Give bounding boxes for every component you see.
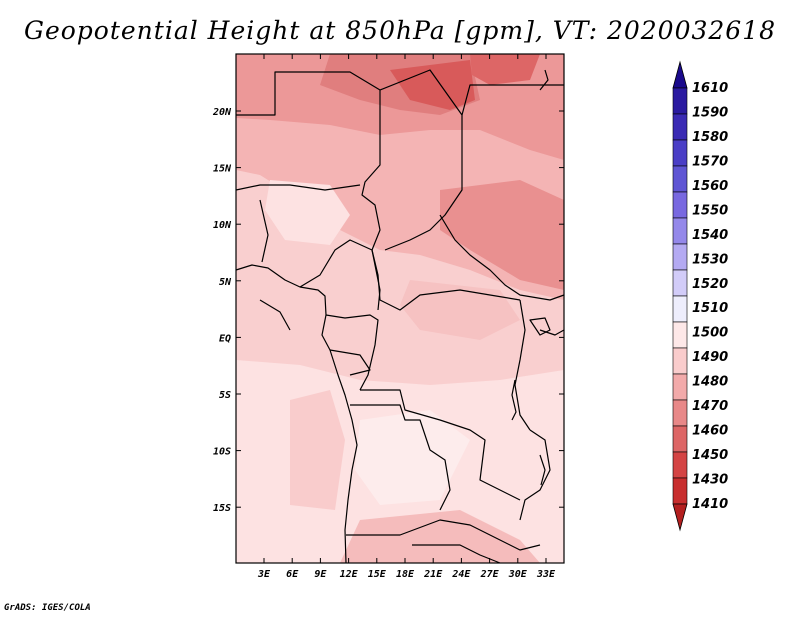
colorbar-label: 1470 [692,399,728,414]
colorbar-segment [672,243,688,271]
lat-label: 15N [213,164,232,175]
field-ne-core [470,54,540,85]
colorbar-label: 1480 [692,375,728,390]
grads-credit: GrADS: IGES/COLA [4,603,91,613]
colorbar-label: 1590 [692,105,728,120]
border-benin [259,199,269,263]
lat-label: 10N [213,220,232,231]
lake-victoria [529,317,551,336]
colorbar-label: 1580 [692,130,728,145]
colorbar-segment [672,295,688,323]
lon-label: 9E [314,569,327,580]
lon-label: 27E [480,569,500,580]
field-ocean-patch [290,390,345,510]
colorbar-segment [672,425,688,453]
border-chad-sudan [379,69,463,251]
field-east-sudan [440,180,564,290]
coastline [235,264,358,564]
colorbar-segment [672,373,688,401]
colorbar: 1610 1590 1580 1570 1560 1550 1540 1530 1520 1510… [672,60,728,532]
border-east [514,299,531,431]
shaded-field [236,54,564,563]
lon-label: 6E [286,569,299,580]
colorbar-label: 1490 [692,350,728,365]
colorbar-bottom-arrow [672,503,688,532]
colorbar-label: 1510 [692,301,728,316]
colorbar-label: 1550 [692,203,728,218]
border-gabon-congo [325,314,379,391]
lon-label: 33E [536,569,556,580]
colorbar-label: 1460 [692,424,728,439]
lon-label: 3E [257,569,271,580]
colorbar-label: 1520 [692,277,728,292]
colorbar-segment [672,113,688,141]
border-sudan-south [439,214,565,301]
colorbar-label: 1540 [692,228,728,243]
lat-label: 20N [212,107,232,118]
lon-label: 24E [451,569,471,580]
lat-label: EQ [219,333,231,344]
lon-label: 30E [508,569,528,580]
border-drc-angola [360,389,521,501]
colorbar-label: 1500 [692,326,728,341]
lat-label: 15S [213,503,231,514]
colorbar-label: 1570 [692,154,728,169]
colorbar-label: 1410 [692,497,728,512]
field-west-light [265,180,350,245]
lat-label: 5S [219,390,231,401]
country-borders [235,69,565,564]
colorbar-label: 1430 [692,473,728,488]
colorbar-label: 1530 [692,252,728,267]
colorbar-label: 1610 [692,81,728,96]
border-congo-coast [329,349,371,376]
lon-label: 15E [368,569,387,580]
colorbar-segment [672,165,688,193]
colorbar-segment [672,191,688,219]
field-low-core [390,60,475,110]
border-guinea-gulf [259,299,291,331]
longitude-axis: 3E 6E 9E 12E 15E 18E 21E 24E 27E 30E 33E [257,54,556,580]
map-title: Geopotential Height at 850hPa [gpm], VT:… [23,16,777,45]
border-namibia-botswana [346,519,541,551]
colorbar-segment [672,217,688,245]
border-uganda [539,329,565,336]
colorbar-segment [672,399,688,427]
border-car [371,249,521,311]
colorbar-segment [672,477,688,505]
field-south-mid [340,510,540,563]
border-niger-nigeria [235,184,361,191]
lake-malawi [539,454,546,486]
lon-label: 18E [396,569,415,580]
colorbar-segment [672,87,688,115]
colorbar-segment [672,347,688,375]
colorbar-label: 1560 [692,179,728,194]
colorbar-top-arrow [672,60,688,89]
lake-tanganyika [511,379,517,421]
border-angola-zambia [350,404,451,511]
border-cameroon [299,239,373,288]
colorbar-segment [672,321,688,349]
colorbar-segment [672,139,688,167]
lat-label: 5N [219,277,232,288]
border-coast-ne [539,69,549,91]
map-frame [235,53,565,564]
lat-label: 10S [213,447,231,458]
field-angola-light [355,410,470,505]
border-egypt-sudan [461,84,564,116]
lon-label: 21E [423,569,443,580]
border-malawi [519,429,551,521]
colorbar-segment [672,451,688,479]
lon-label: 12E [340,569,359,580]
colorbar-segment [672,269,688,297]
colorbar-label: 1450 [692,448,728,463]
latitude-axis: 20N 15N 10N 5N EQ 5S 10S 15S [212,107,564,514]
